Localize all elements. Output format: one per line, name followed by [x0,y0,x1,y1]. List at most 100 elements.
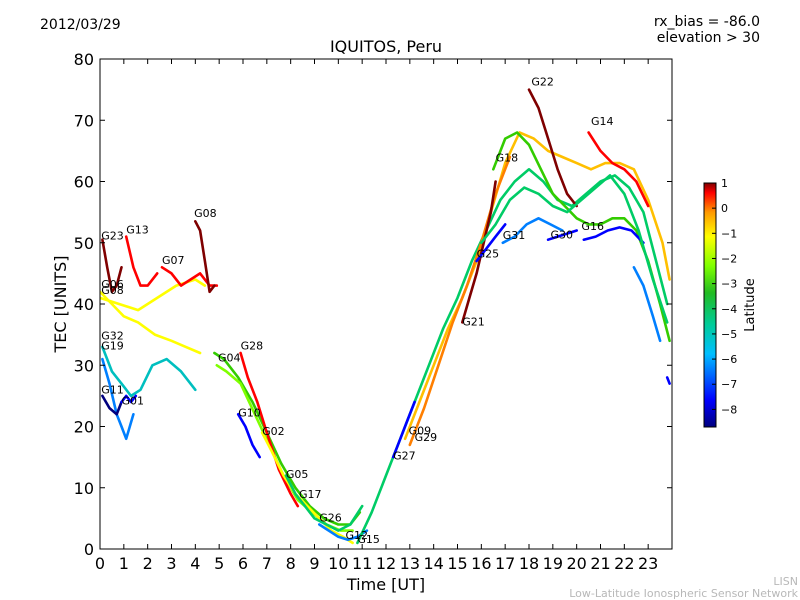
satellite-label: G25 [477,247,500,260]
x-tick-label: 11 [352,554,372,573]
colorbar-tick-label: −2 [721,252,737,265]
satellite-label: G16 [581,220,604,233]
satellite-label: G19 [101,339,124,352]
x-tick-label: 13 [400,554,420,573]
satellite-label: G30 [550,228,573,241]
x-tick-label: 21 [590,554,610,573]
x-axis-title: Time [UT] [346,575,425,594]
y-tick-label: 20 [74,418,94,437]
rx-bias-label: rx_bias = -86.0 [653,14,760,30]
series-g11 [101,394,123,416]
footer-network-short: LISN [773,575,798,588]
satellite-label: G06 [101,278,124,291]
series-g23 [101,238,123,294]
y-tick-label: 60 [74,173,94,192]
x-tick-label: 3 [166,554,176,573]
satellite-label: G01 [121,394,144,407]
satellite-label: G29 [415,431,438,444]
colorbar-ticks: 1 0 −1 −2 −3 −4 −5 −6 −7 −8 [712,177,737,416]
x-tick-label: 19 [543,554,563,573]
receiver-info: rx_bias = -86.0 elevation > 30 [654,14,760,46]
series-g06 [100,290,202,355]
satellite-label: G05 [286,468,309,481]
series-g26 [317,523,369,542]
series-g22b [632,265,662,343]
colorbar-title: Latitude [743,278,758,332]
satellite-label: G08 [194,207,217,220]
series-g25b [479,174,669,324]
colorbar-tick-label: 1 [721,177,728,190]
series-g08 [100,278,207,312]
x-tick-label: 2 [143,554,153,573]
satellite-label: G11 [101,383,124,396]
colorbar [703,182,717,428]
elevation-label: elevation > 30 [656,30,760,46]
x-tick-label: 5 [214,554,224,573]
y-tick-label: 10 [74,479,94,498]
series-layer [100,88,671,545]
series-g27 [391,400,416,459]
series-g04 [213,351,362,526]
x-tick-label: 1 [119,554,129,573]
satellite-label: G07 [162,254,185,267]
x-tick-label: 18 [519,554,539,573]
series-g04b [215,363,354,532]
series-g16 [582,226,645,245]
colorbar-tick-label: −6 [721,353,737,366]
satellite-label: G28 [241,339,264,352]
y-tick-label: 40 [74,295,94,314]
date-label: 2012/03/29 [40,17,121,33]
series-g08-rise [194,220,216,294]
satellite-label: G22 [531,75,554,88]
colorbar-tick-label: −1 [721,227,737,240]
series-g05 [284,474,364,532]
series-g10 [236,412,262,459]
y-axis-title: TEC [UNITS] [51,256,70,354]
satellite-label: G23 [101,230,124,243]
satellite-label: G08 [101,284,124,297]
chart-title: IQUITOS, Peru [329,37,443,56]
x-tick-label: 6 [238,554,248,573]
satellite-label: G13 [126,224,149,237]
satellite-label: G27 [393,450,416,463]
satellite-label: G02 [262,425,285,438]
satellite-label: G26 [319,511,342,524]
satellite-label: G04 [218,352,241,365]
x-tick-label: 16 [471,554,491,573]
y-tick-label: 30 [74,356,94,375]
x-tick-label: 23 [638,554,658,573]
satellite-label: G10 [238,407,261,420]
satellite-label: G15 [357,533,380,546]
satellite-label: G14 [591,115,614,128]
series-g13 [124,235,159,287]
satellite-label-layer: G23 G13G06G08G07G08G32G19G11G01G04G28G10G… [101,75,613,546]
series-g22 [527,88,579,208]
x-tick-label: 8 [286,554,296,573]
x-tick-label: 17 [495,554,515,573]
x-tick-label: 10 [328,554,348,573]
satellite-label: G18 [496,151,519,164]
series-g01 [120,394,138,404]
satellite-label: G12 [345,529,368,542]
colorbar-tick-label: −4 [721,303,737,316]
x-tick-label: 20 [566,554,586,573]
x-tick-label: 15 [447,554,467,573]
colorbar-tick-label: −5 [721,328,737,341]
satellite-label: G09 [409,424,432,437]
series-g14 [587,131,650,208]
series-g09 [403,131,671,441]
series-g32 [101,345,197,398]
y-tick-label: 0 [84,540,94,559]
footer-network-name: Low-Latitude Ionospheric Sensor Network [569,587,798,600]
x-tick-label: 22 [614,554,634,573]
satellite-label: G32 [101,330,124,343]
y-tick-label: 70 [74,111,94,130]
series-g28 [239,351,300,508]
x-tick-label: 9 [309,554,319,573]
x-tick-label: 7 [262,554,272,573]
x-tick-label: 12 [376,554,396,573]
satellite-label: G21 [462,315,485,328]
x-tick-label: 4 [190,554,200,573]
series-g19 [101,357,135,441]
